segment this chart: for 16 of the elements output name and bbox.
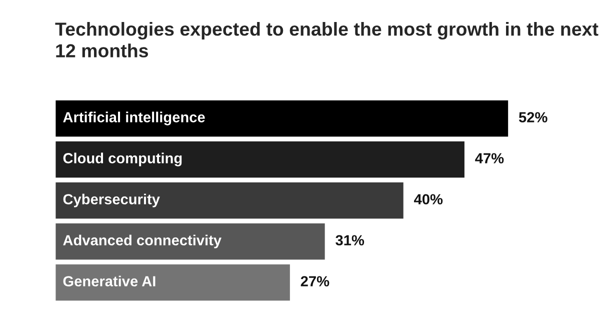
- data-label: 40%: [414, 194, 443, 204]
- y-tick-label: Generative AI: [63, 276, 156, 286]
- bar: [55, 180, 405, 220]
- bar: [55, 140, 466, 180]
- data-label: 47%: [475, 153, 504, 164]
- data-label: 52%: [518, 112, 548, 122]
- chart-title: Technologies expected to enable the most growth in the next 12 months: [55, 22, 598, 58]
- y-tick-label: Advanced connectivity: [63, 234, 222, 248]
- bar: [55, 222, 326, 262]
- y-tick-label: Artificial intelligence: [63, 112, 205, 126]
- data-label: 31%: [336, 235, 364, 246]
- y-tick-label: Cybersecurity: [63, 194, 160, 208]
- bar: [55, 262, 292, 302]
- data-label: 27%: [300, 276, 330, 286]
- y-tick-label: Cloud computing: [63, 152, 182, 166]
- bar: [55, 98, 510, 138]
